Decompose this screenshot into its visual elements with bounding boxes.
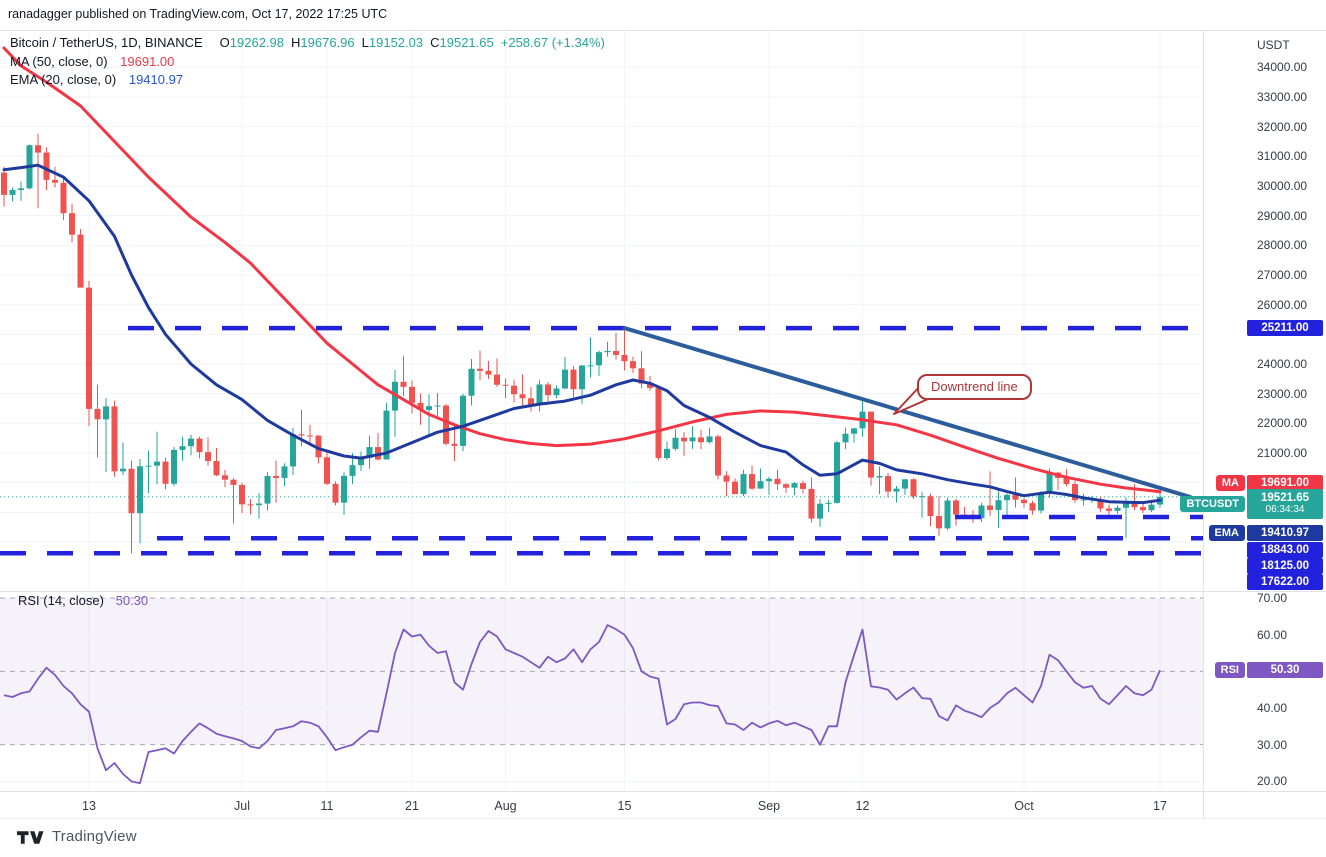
price-tick-label: 21000.00: [1257, 446, 1308, 460]
ema-indicator-value: 19410.97: [128, 72, 184, 87]
axis-tag-hl-18125: 18125.00: [1247, 558, 1323, 575]
axis-tag-hl-18843: 18843.00: [1247, 542, 1323, 558]
rsi-tick-label: 30.00: [1257, 737, 1288, 752]
price-tick-label: 28000.00: [1257, 238, 1308, 253]
quote-key: O: [219, 35, 230, 50]
time-tick-label: 17: [1153, 799, 1167, 813]
time-tick-label: 12: [855, 799, 870, 813]
quote-key: C: [430, 35, 440, 50]
price-tick-label: 26000.00: [1257, 297, 1308, 312]
axis-tag-name-last: BTCUSDT: [1180, 495, 1245, 512]
rsi-tick-label: 40.00: [1257, 701, 1288, 715]
price-tick-label: 27000.00: [1257, 267, 1308, 282]
quote-key: H: [291, 35, 301, 50]
ema-indicator-label[interactable]: EMA (20, close, 0): [10, 72, 117, 87]
axis-tag-name-ema: EMA: [1208, 525, 1245, 542]
price-tick-label: 23000.00: [1257, 386, 1308, 401]
footer: TradingView: [16, 828, 137, 845]
time-tick-label: Oct: [1014, 799, 1034, 813]
symbol-title[interactable]: Bitcoin / TetherUS, 1D, BINANCE: [10, 35, 203, 50]
axis-tag-hl-25211: 25211.00: [1247, 320, 1323, 337]
ohlc-values: O19262.98 H19676.96 L19152.03 C19521.65: [213, 35, 494, 50]
axis-tag-ema: 19410.97: [1247, 525, 1323, 542]
time-tick-label: 15: [617, 799, 632, 813]
rsi-tick-label: 20.00: [1257, 774, 1288, 789]
price-tick-label: 22000.00: [1257, 416, 1308, 431]
quote-value: 19152.03: [368, 35, 424, 50]
time-tick-label: 21: [405, 799, 419, 813]
axis-tag-hl-17622: 17622.00: [1247, 574, 1323, 591]
axis-tag-name-rsi: RSI: [1214, 662, 1245, 679]
change-value: +258.67 (+1.34%): [500, 35, 605, 50]
rsi-legend-row: RSI (14, close) 50.30: [18, 593, 148, 608]
price-tick-label: 29000.00: [1257, 208, 1308, 223]
price-tick-label: 30000.00: [1257, 178, 1308, 193]
chart-legend: Bitcoin / TetherUS, 1D, BINANCE O19262.98…: [10, 34, 605, 90]
rsi-tick-label: 70.00: [1257, 591, 1288, 605]
price-tick-label: 33000.00: [1257, 89, 1308, 104]
axis-tag-name-ma: MA: [1215, 474, 1245, 491]
tradingview-logo-icon[interactable]: [16, 829, 44, 845]
symbol-legend-row: Bitcoin / TetherUS, 1D, BINANCE O19262.98…: [10, 34, 605, 53]
chart-frame: Bitcoin / TetherUS, 1D, BINANCE O19262.98…: [0, 30, 1326, 819]
attribution-text: ranadagger published on TradingView.com,…: [8, 7, 388, 21]
quote-value: 19262.98: [229, 35, 285, 50]
price-tick-label: 32000.00: [1257, 119, 1308, 134]
time-tick-label: 13: [82, 799, 96, 813]
rsi-indicator-value: 50.30: [115, 593, 149, 608]
price-tick-label: 24000.00: [1257, 357, 1308, 371]
price-tick-label: 31000.00: [1257, 149, 1308, 164]
rsi-tick-label: 60.00: [1257, 627, 1288, 642]
price-tick-label: 34000.00: [1257, 60, 1308, 75]
tradingview-wordmark[interactable]: TradingView: [52, 828, 137, 845]
axis-tag-last: 19521.65 06:34:34: [1247, 488, 1323, 519]
axis-tag-rsi: 50.30: [1247, 662, 1323, 679]
time-tick-label: 11: [320, 799, 334, 813]
chart-canvas[interactable]: [0, 30, 1326, 819]
rsi-indicator-label[interactable]: RSI (14, close): [18, 593, 104, 608]
ma-indicator-label[interactable]: MA (50, close, 0): [10, 53, 108, 69]
ma-indicator-value: 19691.00: [120, 53, 175, 69]
quote-key: L: [361, 35, 369, 50]
ma-legend-row: MA (50, close, 0) 19691.00: [10, 53, 605, 72]
quote-value: 19676.96: [300, 35, 355, 50]
time-tick-label: Sep: [757, 799, 781, 813]
downtrend-line-callout[interactable]: Downtrend line: [917, 374, 1032, 400]
quote-value: 19521.65: [439, 35, 494, 50]
ema-legend-row: EMA (20, close, 0) 19410.97: [10, 71, 605, 90]
axis-currency-label: USDT: [1257, 38, 1290, 52]
time-tick-label: Jul: [234, 799, 250, 813]
axis-tag-ma: 19691.00: [1247, 474, 1323, 491]
time-tick-label: Aug: [494, 799, 517, 813]
